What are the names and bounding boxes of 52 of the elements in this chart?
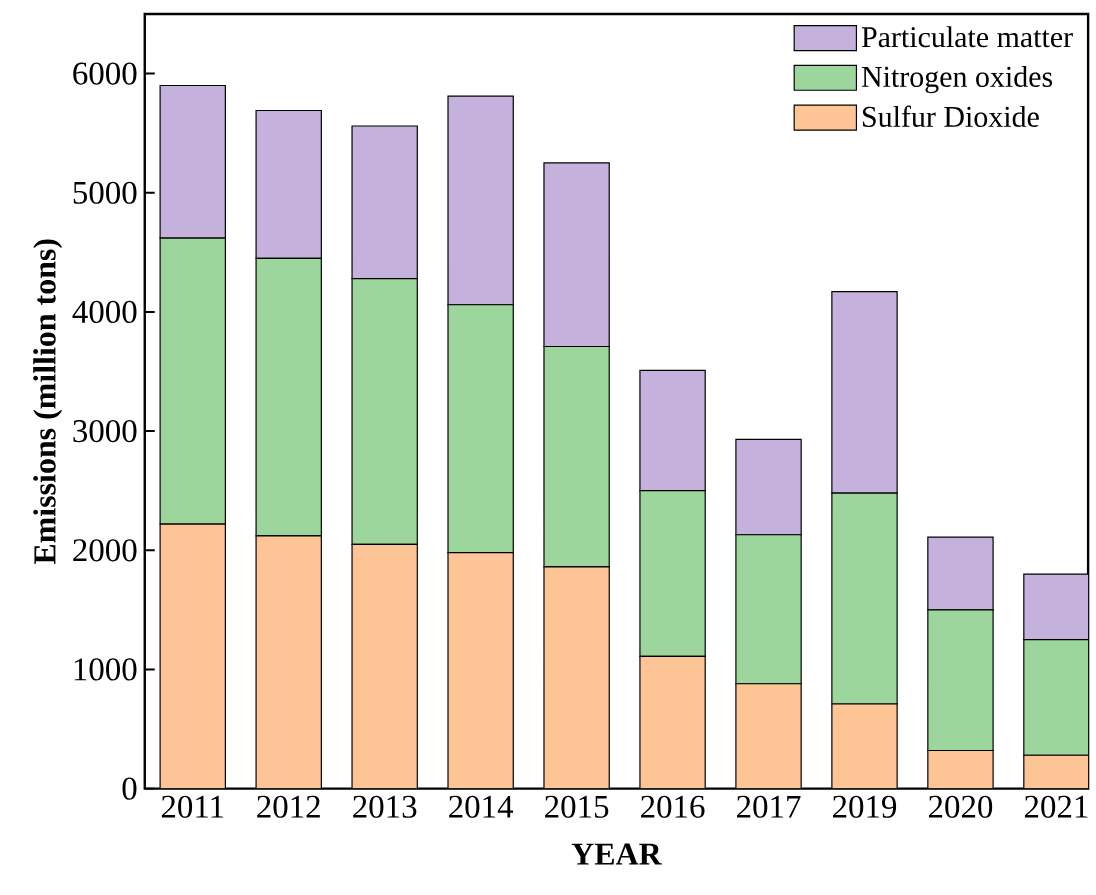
bar xyxy=(159,84,226,239)
bar xyxy=(543,345,610,568)
x-tick-label: 2011 xyxy=(161,795,224,818)
x-tick-label: 2021 xyxy=(1024,795,1088,818)
x-tick-label: 2016 xyxy=(641,795,705,818)
bar xyxy=(735,533,802,685)
bar xyxy=(639,489,706,657)
bar xyxy=(1023,754,1089,789)
y-axis-title: Emissions (million tons) xyxy=(33,239,63,564)
bar xyxy=(831,492,898,705)
bar xyxy=(351,125,418,279)
legend-label: Nitrogen oxides xyxy=(861,65,1053,93)
bar xyxy=(352,544,418,789)
bar xyxy=(255,109,322,259)
bar xyxy=(927,609,994,751)
y-tick-label: 6000 xyxy=(73,62,137,85)
y-tick-label: 4000 xyxy=(72,300,137,323)
bar xyxy=(256,535,322,789)
bar xyxy=(639,369,706,492)
bar xyxy=(160,523,226,789)
bar xyxy=(543,162,610,347)
y-tick-label: 1000 xyxy=(74,658,137,681)
bar xyxy=(159,237,226,525)
bar xyxy=(1023,638,1089,756)
bar xyxy=(927,750,994,789)
y-tick-label: 2000 xyxy=(73,538,137,562)
x-tick-label: 2014 xyxy=(449,795,514,818)
x-tick-label: 2015 xyxy=(545,795,609,818)
bar xyxy=(735,683,802,789)
bar xyxy=(447,95,514,306)
bar xyxy=(255,257,322,537)
bar xyxy=(448,552,514,789)
x-tick-label: 2017 xyxy=(737,795,801,818)
bar xyxy=(831,703,898,789)
bar xyxy=(639,656,706,789)
bar xyxy=(447,303,514,554)
bar xyxy=(1023,573,1089,641)
x-tick-label: 2012 xyxy=(257,795,320,818)
x-tick-label: 2013 xyxy=(353,795,417,818)
bar xyxy=(735,438,802,536)
legend-label: Particulate matter xyxy=(861,26,1073,48)
bar xyxy=(831,290,898,494)
y-tick-label: 3000 xyxy=(73,419,137,442)
x-axis-title: YEAR xyxy=(571,843,662,865)
y-tick-label: 5000 xyxy=(73,181,137,204)
bar xyxy=(927,536,994,611)
x-tick-label: 2020 xyxy=(928,795,993,818)
y-tick-label: 0 xyxy=(122,777,137,800)
x-tick-label: 2019 xyxy=(833,795,897,818)
legend-label: Sulfur Dioxide xyxy=(863,105,1039,127)
bar xyxy=(351,277,418,545)
bar xyxy=(543,566,610,789)
